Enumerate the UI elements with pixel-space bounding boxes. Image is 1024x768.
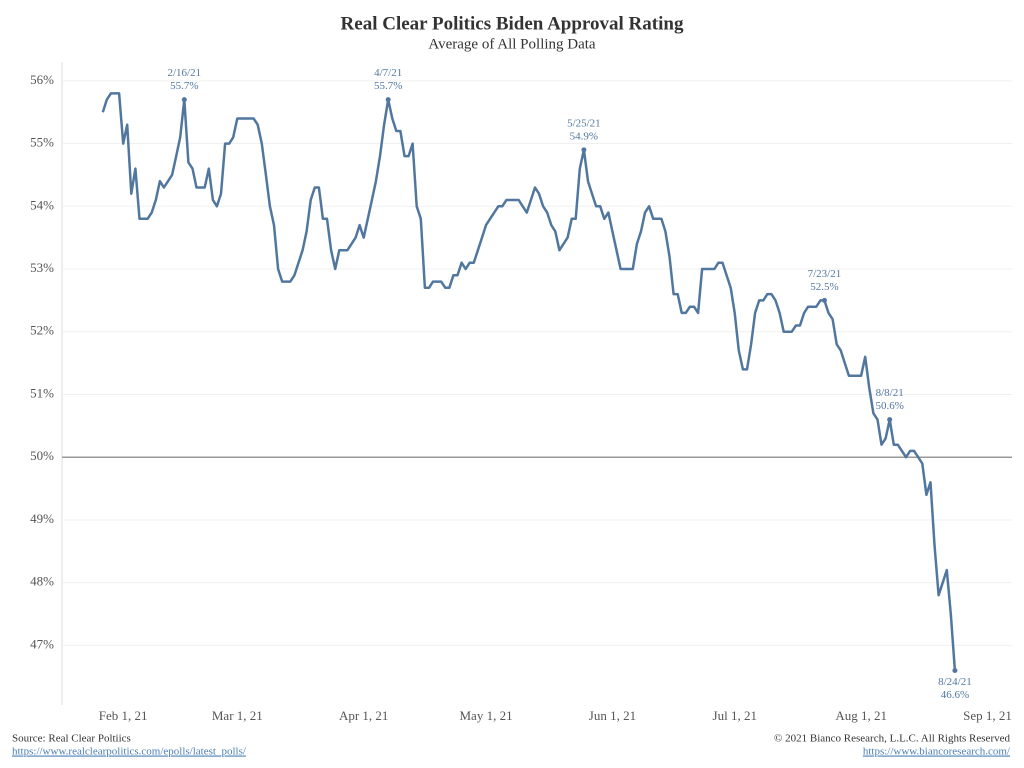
site-link[interactable]: https://www.biancoresearch.com/ [863,746,1011,758]
annotation-label: 5/25/21 [567,117,601,129]
x-tick-label: May 1, 21 [459,708,512,723]
x-tick-label: Feb 1, 21 [99,708,148,723]
x-tick-label: Apr 1, 21 [339,708,388,723]
y-tick-label: 51% [30,385,54,400]
y-tick-label: 52% [30,323,54,338]
y-tick-label: 55% [30,135,54,150]
x-tick-label: Jul 1, 21 [713,708,757,723]
annotation-label: 54.9% [570,130,598,142]
y-tick-label: 54% [30,197,54,212]
copyright: © 2021 Bianco Research, L.L.C. All Right… [774,733,1010,745]
y-tick-label: 53% [30,260,54,275]
annotation-label: 2/16/21 [168,67,202,79]
chart-title: Real Clear Politics Biden Approval Ratin… [341,13,684,34]
source-link[interactable]: https://www.realclearpolitics.com/epolls… [12,746,247,758]
line [101,92,957,671]
annotation-label: 7/23/21 [808,268,842,280]
x-tick-label: Sep 1, 21 [963,708,1012,723]
x-tick-label: Jun 1, 21 [589,708,636,723]
annotation-point [952,667,958,673]
y-tick-label: 49% [30,511,54,526]
y-tick-label: 50% [30,448,54,463]
annotation-point [385,97,391,103]
annotation-label: 55.7% [374,80,402,92]
annotation-label: 52.5% [810,281,838,293]
annotation-point [821,297,827,303]
annotation-label: 8/24/21 [938,676,972,688]
annotation-label: 55.7% [170,80,198,92]
x-tick-label: Mar 1, 21 [212,708,263,723]
annotation-point [581,147,587,153]
annotation-label: 50.6% [875,400,903,412]
source: Source: Real Clear Poltiics [12,733,131,745]
y-tick-label: 47% [30,636,54,651]
x-tick-label: Aug 1, 21 [835,708,887,723]
y-tick-label: 48% [30,574,54,589]
annotation-label: 8/8/21 [876,387,904,399]
annotation-point [887,417,893,423]
y-tick-label: 56% [30,72,54,87]
annotation-point [181,97,187,103]
chart-subtitle: Average of All Polling Data [428,36,596,52]
annotation-label: 4/7/21 [374,67,402,79]
annotation-label: 46.6% [941,689,969,701]
